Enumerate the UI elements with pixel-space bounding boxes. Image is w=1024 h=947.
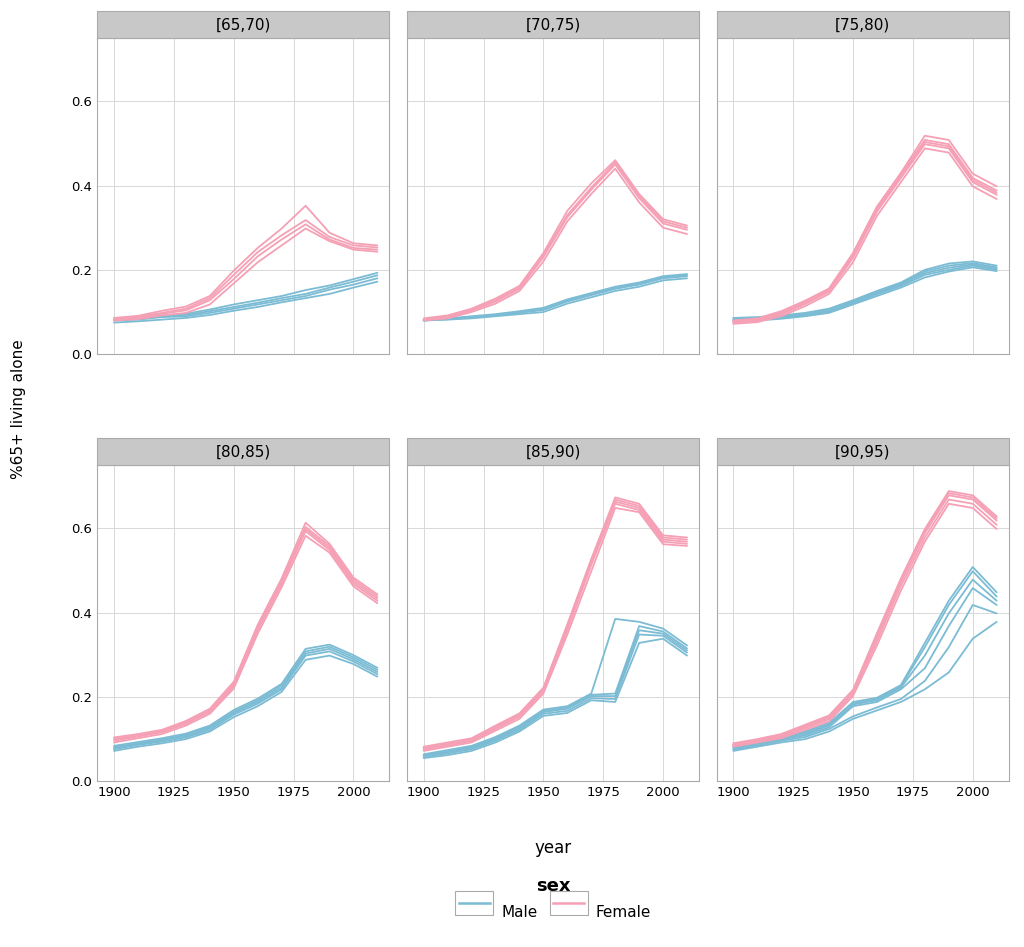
Text: year: year <box>535 838 571 857</box>
Text: [70,75): [70,75) <box>525 17 581 32</box>
Text: %65+ living alone: %65+ living alone <box>11 340 26 479</box>
Text: [80,85): [80,85) <box>216 444 271 459</box>
Text: [65,70): [65,70) <box>216 17 271 32</box>
Text: [90,95): [90,95) <box>835 444 890 459</box>
Text: [75,80): [75,80) <box>835 17 890 32</box>
Legend: Male, Female: Male, Female <box>447 869 658 930</box>
Text: [85,90): [85,90) <box>525 444 581 459</box>
